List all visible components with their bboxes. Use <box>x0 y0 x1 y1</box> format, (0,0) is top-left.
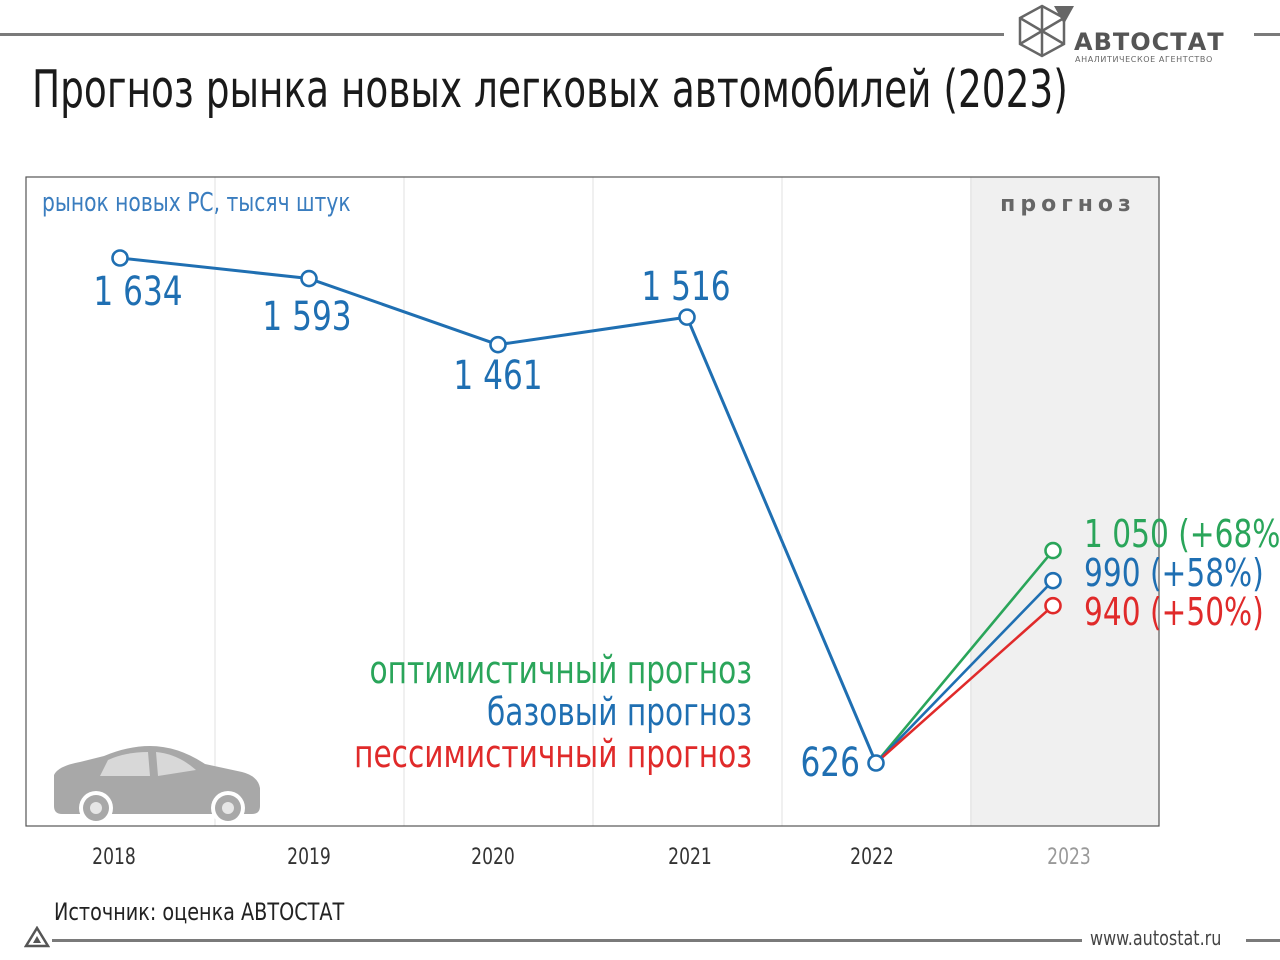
data-label: 1 634 <box>93 269 182 315</box>
forecast-label-pessimistic: 940 (+50%) <box>1084 590 1264 635</box>
legend-entry-pessimistic: пессимистичный прогноз <box>354 732 752 777</box>
x-tick-label: 2018 <box>92 844 136 870</box>
forecast-line-base <box>875 579 1054 764</box>
forecast-point-pessimistic <box>1044 596 1062 615</box>
data-label: 1 593 <box>262 294 351 340</box>
top-rule <box>0 33 1004 36</box>
data-point <box>300 269 318 288</box>
x-axis-ticks: 2018 2019 2020 2021 2022 2023 <box>92 844 1091 870</box>
legend-entry-base: базовый прогноз <box>487 690 752 735</box>
car-icon <box>54 746 260 825</box>
forecast-point-optimistic <box>1044 541 1062 560</box>
logo-name: АВТОСТАТ <box>1074 28 1225 56</box>
data-point <box>111 249 129 267</box>
forecast-line-optimistic <box>875 549 1054 764</box>
bottom-rule <box>52 939 1082 942</box>
plot-frame <box>25 176 1160 827</box>
source-note: Источник: оценка АВТОСТАТ <box>54 898 345 926</box>
forecast-line-pessimistic <box>875 604 1054 764</box>
value-labels: 1 634 1 593 1 461 1 516 626 1 050 (+68%)990 (… <box>93 264 1280 786</box>
bottom-rule-right <box>1246 939 1280 942</box>
x-tick-label: 2020 <box>471 844 515 870</box>
y-axis-label: рынок новых РС, тысяч штук <box>42 188 351 218</box>
x-tick-label: 2021 <box>668 844 712 870</box>
data-label: 1 461 <box>453 353 542 399</box>
data-point <box>867 754 885 772</box>
top-rule-right <box>1254 33 1280 36</box>
forecast-label-optimistic: 1 050 (+68%) <box>1084 512 1280 557</box>
forecast-band-label: прогноз <box>1000 192 1136 217</box>
legend-entry-optimistic: оптимистичный прогноз <box>370 648 752 693</box>
grid-lines <box>214 177 972 826</box>
website[interactable]: www.autostat.ru <box>1090 926 1222 950</box>
triangle-icon <box>24 926 50 948</box>
forecast-label-base: 990 (+58%) <box>1084 551 1264 596</box>
x-tick-label: 2022 <box>850 844 894 870</box>
logo-subtitle: АНАЛИТИЧЕСКОЕ АГЕНТСТВО <box>1075 55 1213 64</box>
page-title: Прогноз рынка новых легковых автомобилей… <box>32 60 1068 120</box>
forecast-band <box>970 177 1159 826</box>
x-tick-label: 2023 <box>1047 844 1091 870</box>
data-label: 1 516 <box>641 264 730 310</box>
hexagon-logo-icon <box>1018 4 1074 58</box>
data-point <box>678 308 696 326</box>
forecast-point-base <box>1044 571 1062 590</box>
forecast-lines <box>875 549 1054 764</box>
data-point <box>489 335 507 354</box>
markers <box>111 249 1062 772</box>
x-tick-label: 2019 <box>287 844 331 870</box>
data-label: 626 <box>800 740 860 786</box>
